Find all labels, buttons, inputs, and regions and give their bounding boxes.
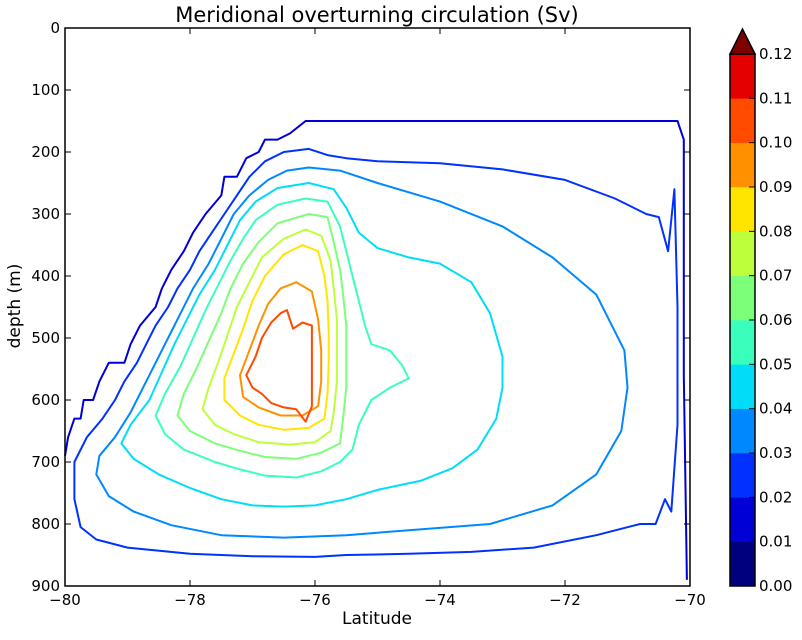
x-tick-label: −74 [424,591,456,609]
colorbar-tick-label: 0.04 [759,400,792,418]
x-tick-label: −72 [549,591,581,609]
y-axis-ticks: 0 100 200 300 400 500 600 700 800 900 [31,19,690,595]
contour-line-0_08 [223,244,330,431]
y-tick-label: 100 [31,81,60,99]
colorbar-segment [730,54,755,99]
y-tick-label: 600 [31,391,60,409]
colorbar-tick-label: 0.10 [759,134,792,152]
chart-title: Meridional overturning circulation (Sv) [175,3,578,27]
colorbar-segment [730,408,755,454]
colorbar-tick-label: 0.01 [759,533,792,551]
y-tick-label: 700 [31,453,60,471]
y-tick-label: 500 [31,329,60,347]
contour-line-0_05 [154,197,410,479]
colorbar-tick-label: 0.11 [759,89,792,107]
colorbar-segment [730,275,755,321]
contour-line-0_04 [120,182,504,508]
contour-line-0_10 [245,309,313,423]
colorbar-segment [730,453,755,498]
colorbar-segment [730,364,755,409]
contour-line-0_09 [239,281,323,417]
y-axis-label: depth (m) [5,264,25,349]
colorbar-tick-label: 0.09 [759,178,792,196]
colorbar-segment [730,320,755,365]
contour-line-0_06 [176,213,348,460]
colorbar-tick-label: 0.02 [759,488,792,506]
x-axis-ticks: −80 −78 −76 −74 −72 −70 [49,28,706,609]
y-tick-label: 200 [31,143,60,161]
x-tick-label: −70 [674,591,706,609]
y-tick-label: 0 [50,19,60,37]
y-tick-label: 400 [31,267,60,285]
colorbar-tick-label: 0.05 [759,355,792,373]
contour-lines [64,120,688,580]
colorbar-tick-label: 0.06 [759,311,792,329]
x-tick-label: −76 [299,591,331,609]
colorbar-segment [730,187,755,232]
y-tick-label: 800 [31,515,60,533]
y-tick-label: 900 [31,577,60,595]
contour-line-0_03 [95,166,629,539]
colorbar-tick-label: 0.08 [759,222,792,240]
colorbar-tick-label: 0.03 [759,444,792,462]
colorbar-tick-label: 0.07 [759,267,792,285]
plot-area-frame [64,27,691,587]
colorbar-tick-label: 0.12 [759,45,792,63]
contour-line-0_07 [201,228,338,446]
colorbar-tick-label: 0.00 [759,577,792,595]
colorbar-segment [730,497,755,542]
colorbar-segment [730,541,755,587]
contour-line-0_02 [73,147,679,558]
colorbar-segment [730,142,755,188]
colorbar-segment [730,231,755,276]
y-tick-label: 300 [31,205,60,223]
colorbar-segment [730,98,755,143]
colorbar: 0.00 0.01 0.02 0.03 0.04 0.05 0.06 0.07 0.08 0.09… [728,27,792,595]
x-axis-label: Latitude [342,609,412,629]
contour-line-0_01 [64,120,688,580]
x-tick-label: −78 [174,591,206,609]
x-tick-label: −80 [49,591,81,609]
